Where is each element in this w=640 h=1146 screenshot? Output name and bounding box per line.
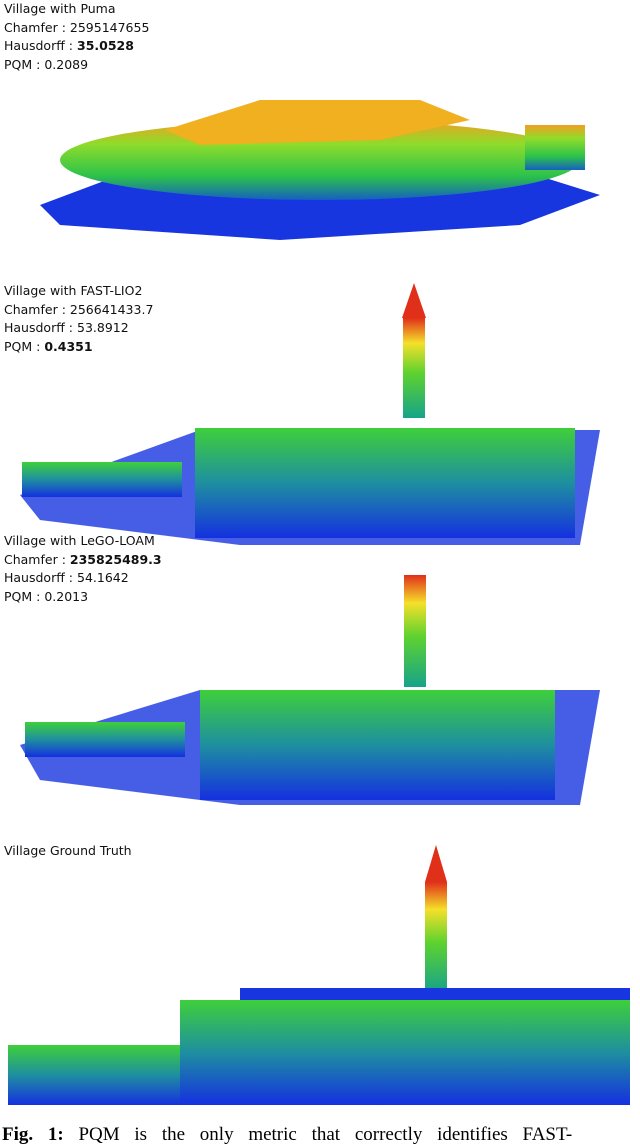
- buildings: [22, 462, 182, 497]
- tower: [425, 882, 447, 992]
- metric-value: 2595147655: [69, 19, 150, 35]
- panel-text: Village with FAST-LIO2 Chamfer : 2566414…: [4, 282, 153, 356]
- panel-title: Village with FAST-LIO2: [4, 283, 143, 298]
- tower: [404, 575, 426, 687]
- metric-value: 54.1642: [77, 570, 129, 585]
- metric-label: PQM :: [4, 56, 41, 72]
- metric-label: PQM :: [4, 338, 41, 354]
- metric-label: Hausdorff :: [4, 570, 74, 585]
- metric-value: 35.0528: [77, 38, 134, 53]
- metric: PQM : 0.4351: [4, 338, 153, 357]
- panel-text: Village Ground Truth: [4, 842, 132, 861]
- buildings: [25, 722, 185, 757]
- metric: Hausdorff : 54.1642: [4, 569, 162, 588]
- metric: Chamfer : 256641433.7: [4, 301, 153, 320]
- tower-roof: [425, 845, 447, 882]
- metric-value: 235825489.3: [69, 551, 162, 567]
- point-cloud: [525, 125, 585, 170]
- metric-label: Chamfer :: [4, 19, 66, 35]
- buildings: [8, 1045, 180, 1105]
- panel-title: Village with Puma: [4, 1, 116, 16]
- metric: Chamfer : 235825489.3: [4, 551, 162, 570]
- panel-text: Village with Puma Chamfer : 2595147655 H…: [4, 0, 149, 74]
- metric: PQM : 0.2089: [4, 56, 149, 75]
- metric-label: Chamfer :: [4, 551, 66, 567]
- buildings: [180, 1000, 630, 1105]
- metric-value: 53.8912: [77, 320, 129, 335]
- tower-roof: [402, 283, 426, 318]
- buildings: [200, 690, 555, 800]
- caption-text: PQM is the only metric that correctly id…: [78, 1124, 573, 1145]
- metric-label: Chamfer :: [4, 301, 66, 317]
- metric: PQM : 0.2013: [4, 588, 162, 607]
- panel-title: Village Ground Truth: [4, 843, 132, 858]
- metric-value: 0.2013: [44, 588, 89, 604]
- metric-value: 256641433.7: [69, 301, 154, 317]
- caption-prefix: Fig. 1:: [2, 1124, 64, 1145]
- panel-title: Village with LeGO-LOAM: [4, 533, 155, 548]
- metric: Chamfer : 2595147655: [4, 19, 149, 38]
- metric-value: 0.4351: [44, 338, 93, 354]
- point-cloud-top: [165, 100, 470, 145]
- caption: Fig. 1: PQM is the only metric that corr…: [2, 1124, 638, 1146]
- metric-label: Hausdorff :: [4, 320, 74, 335]
- metric-label: Hausdorff :: [4, 38, 74, 53]
- buildings: [195, 428, 575, 538]
- metric-label: PQM :: [4, 588, 41, 604]
- panel-text: Village with LeGO-LOAM Chamfer : 2358254…: [4, 532, 162, 606]
- metric-value: 0.2089: [44, 56, 89, 72]
- metric: Hausdorff : 35.0528: [4, 37, 149, 56]
- tower: [403, 318, 425, 418]
- metric: Hausdorff : 53.8912: [4, 319, 153, 338]
